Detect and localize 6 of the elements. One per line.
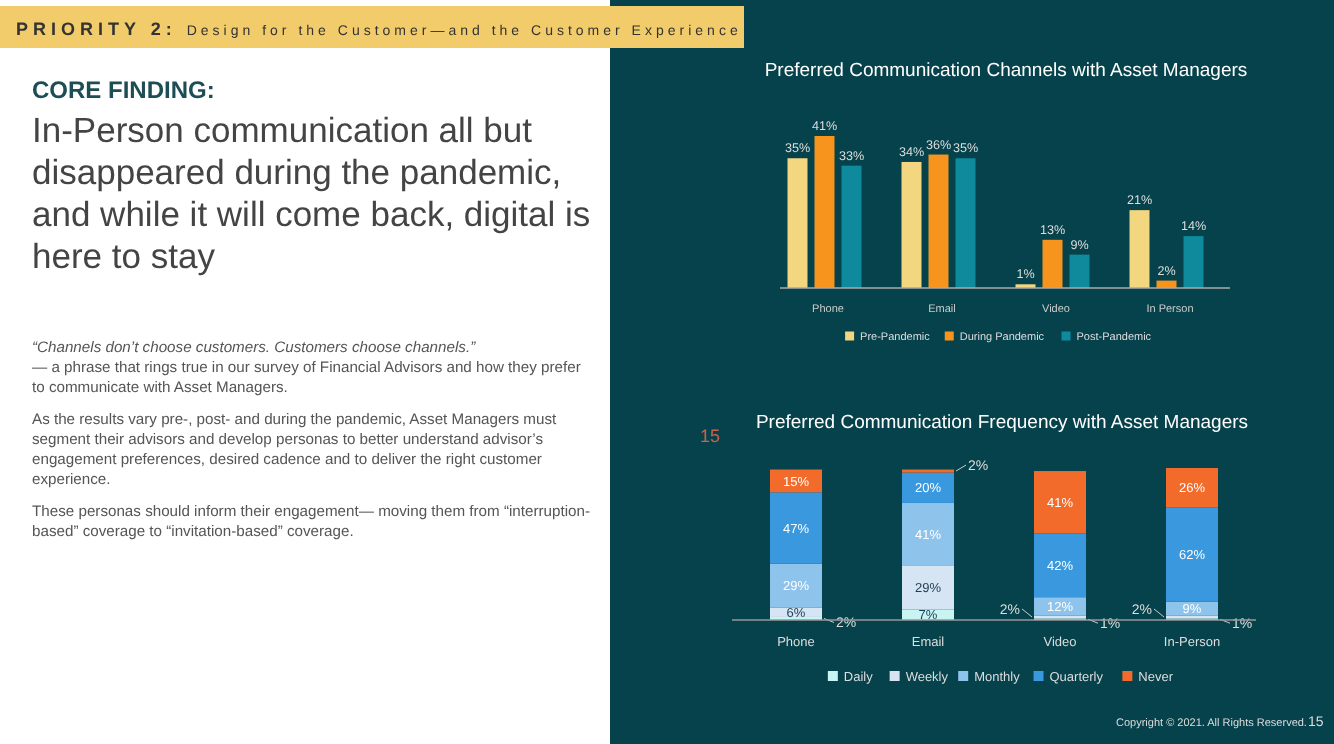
text: PRIORITY 2: <box>16 19 177 39</box>
text: CORE FINDING: <box>32 76 217 104</box>
text: 15 <box>700 426 721 446</box>
chart-title: Preferred Communication Frequency with Asset Managers <box>755 412 1249 434</box>
text: In-Person communication all but disappeared during the pandemic, and while it will come back, digital is here to stay <box>32 110 592 278</box>
chart-title: Preferred Communication Channels with Asset Managers <box>764 60 1248 82</box>
